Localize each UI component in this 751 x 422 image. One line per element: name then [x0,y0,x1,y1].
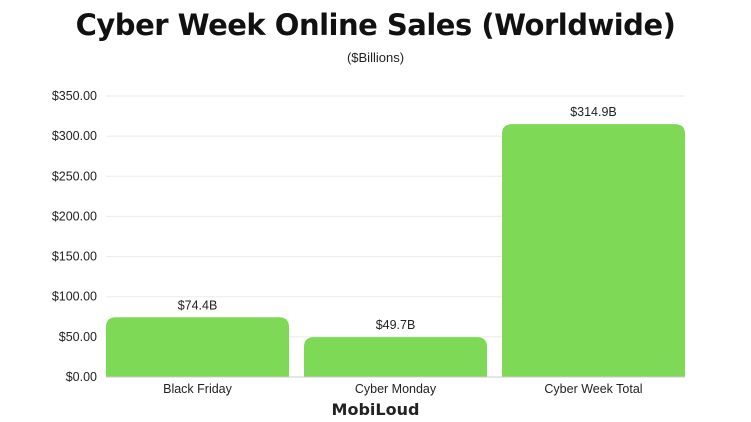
x-tick-label: Cyber Week Total [544,382,642,396]
data-label: $314.9B [570,105,617,119]
data-label: $74.4B [178,298,218,312]
y-tick-label: $200.00 [52,209,97,223]
data-label: $49.7B [376,318,416,332]
y-tick-label: $100.00 [52,290,97,304]
y-tick-label: $350.00 [52,89,97,103]
y-tick-label: $50.00 [59,330,97,344]
bar [106,317,289,377]
bar [502,124,685,377]
y-tick-label: $250.00 [52,169,97,183]
mobiloud-logo: MobiLoud [331,400,420,419]
y-tick-label: $0.00 [66,370,97,384]
x-tick-label: Cyber Monday [355,382,437,396]
chart-subtitle: ($Billions) [346,50,405,65]
x-tick-label: Black Friday [163,382,233,396]
y-tick-label: $300.00 [52,129,97,143]
bar [304,337,487,377]
chart-title: Cyber Week Online Sales (Worldwide) [75,8,676,42]
y-tick-label: $150.00 [52,250,97,264]
